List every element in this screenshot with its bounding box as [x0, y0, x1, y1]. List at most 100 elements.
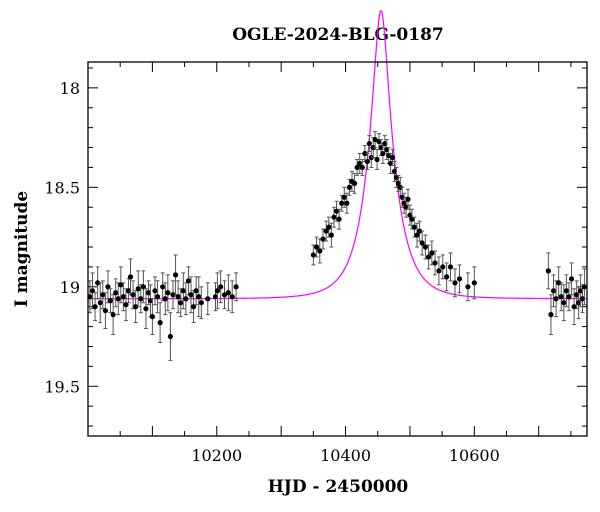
point-marker: [162, 296, 168, 302]
point-marker: [233, 284, 239, 290]
point-marker: [92, 304, 98, 310]
data-point: [123, 288, 129, 322]
data-point: [577, 274, 584, 308]
point-marker: [576, 300, 582, 306]
data-point: [357, 153, 363, 174]
data-point: [165, 274, 171, 312]
data-point: [320, 228, 326, 250]
data-point: [172, 254, 179, 296]
point-marker: [110, 312, 116, 318]
data-point: [105, 270, 111, 304]
point-marker: [198, 300, 204, 306]
data-point: [183, 282, 189, 316]
point-marker: [133, 304, 139, 310]
data-point: [331, 206, 337, 228]
data-point: [419, 230, 425, 256]
point-marker: [193, 288, 199, 294]
point-marker: [138, 296, 144, 302]
point-marker: [326, 224, 332, 230]
data-point: [229, 280, 235, 314]
data-point: [198, 286, 204, 320]
data-point: [149, 298, 155, 336]
point-marker: [419, 240, 425, 246]
data-point: [440, 254, 446, 280]
data-point: [558, 282, 564, 312]
data-point: [545, 252, 551, 290]
data-point: [471, 266, 477, 300]
data-point: [175, 280, 181, 314]
point-marker: [558, 294, 564, 300]
point-marker: [147, 298, 154, 304]
point-marker: [447, 264, 454, 270]
point-marker: [105, 284, 111, 290]
data-point: [89, 272, 96, 310]
point-marker: [196, 294, 202, 300]
point-marker: [97, 300, 103, 306]
point-marker: [429, 250, 435, 256]
data-point: [372, 131, 378, 149]
data-point: [97, 282, 103, 324]
data-point: [436, 256, 442, 286]
point-marker: [180, 288, 186, 294]
data-point: [135, 270, 141, 308]
data-point: [138, 284, 144, 314]
data-point: [452, 268, 458, 298]
point-marker: [405, 196, 411, 202]
point-marker: [372, 136, 378, 143]
point-marker: [399, 194, 405, 200]
data-point: [550, 274, 557, 308]
point-marker: [366, 140, 372, 147]
point-marker: [120, 294, 127, 300]
data-point: [143, 288, 149, 330]
data-point: [362, 145, 368, 162]
point-marker: [229, 294, 235, 300]
data-point: [444, 262, 450, 292]
point-marker: [364, 158, 371, 165]
data-point: [233, 272, 239, 302]
data-point: [426, 244, 432, 270]
point-marker: [178, 300, 184, 306]
point-marker: [218, 284, 224, 290]
point-marker: [357, 160, 363, 167]
point-marker: [376, 138, 382, 145]
data-point: [388, 153, 394, 174]
data-point: [432, 250, 438, 276]
y-tick-label: 18.5: [44, 178, 80, 197]
data-point: [212, 282, 219, 312]
point-marker: [388, 160, 394, 167]
point-marker: [545, 268, 551, 274]
point-marker: [214, 288, 221, 294]
data-point: [574, 280, 580, 310]
tick-labels: 10200 10400 10600 18 18.5 19 19.5: [44, 79, 499, 465]
data-point: [152, 276, 158, 306]
point-marker: [456, 276, 463, 282]
point-marker: [170, 292, 176, 298]
data-point: [205, 282, 211, 316]
y-tick-label: 19.5: [44, 377, 80, 396]
data-point: [133, 290, 139, 324]
data-point: [190, 290, 197, 324]
point-marker: [382, 140, 388, 147]
x-tick-label: 10600: [449, 446, 500, 465]
data-point: [581, 268, 588, 306]
point-marker: [574, 292, 580, 298]
data-point: [180, 272, 186, 310]
point-marker: [188, 292, 194, 298]
x-axis-label: HJD - 2450000: [268, 477, 409, 497]
data-point: [336, 208, 342, 230]
point-marker: [432, 260, 438, 266]
point-marker: [553, 296, 559, 302]
data-point: [125, 278, 132, 304]
point-marker: [320, 236, 326, 242]
point-marker: [344, 200, 350, 206]
data-point: [422, 234, 428, 260]
data-point: [328, 222, 334, 248]
point-marker: [317, 248, 323, 254]
point-marker: [422, 244, 428, 250]
data-point: [447, 252, 454, 282]
data-point: [374, 149, 380, 170]
point-marker: [140, 284, 146, 290]
point-marker: [127, 274, 134, 280]
point-marker: [556, 280, 562, 286]
y-tick-label: 18: [60, 79, 80, 98]
